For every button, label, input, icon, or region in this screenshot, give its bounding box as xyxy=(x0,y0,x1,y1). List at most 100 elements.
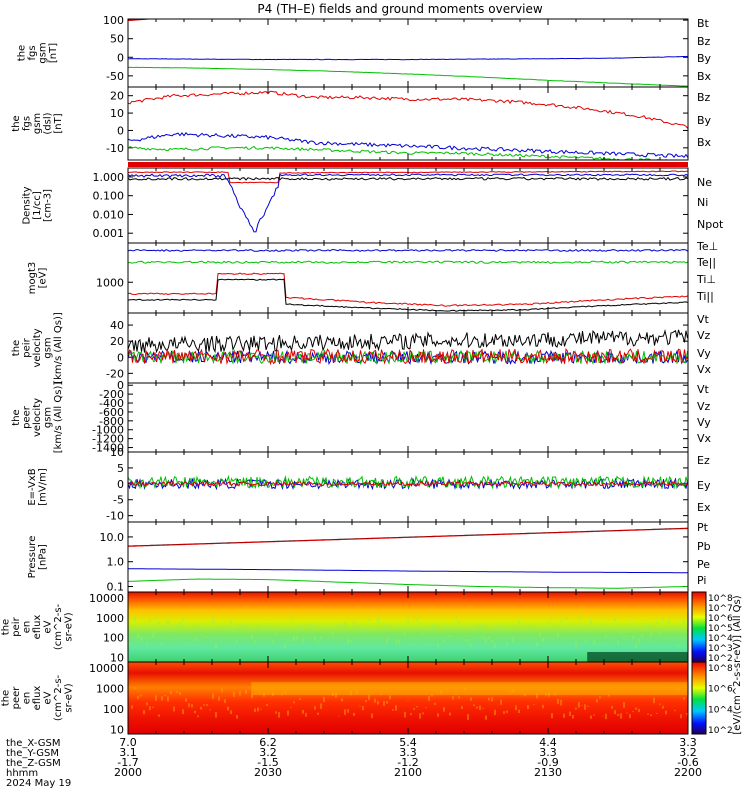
heatmap-2-texture xyxy=(482,707,484,709)
legend-vz-6: Vz xyxy=(697,400,711,413)
heatmap-2-texture xyxy=(569,711,571,716)
heatmap-1-texture xyxy=(293,635,295,641)
panel-7-ytick-label: 0 xyxy=(117,478,124,491)
heatmap-1-texture xyxy=(257,624,259,629)
heatmap-2-texture xyxy=(638,708,640,713)
heatmap-2-texture xyxy=(200,706,202,710)
panel-9-ylabel: (cm^2-s- xyxy=(53,603,64,650)
heatmap-1-texture xyxy=(542,637,544,642)
heatmap-1-texture xyxy=(503,622,505,625)
xaxis-row-thexgsm: the_X-GSM xyxy=(6,738,60,749)
heatmap-1-texture xyxy=(392,629,394,631)
heatmap-1-texture xyxy=(158,621,160,625)
heatmap-2-texture xyxy=(470,697,472,701)
series-pi xyxy=(128,568,688,574)
panel-3-ytick-label: 0.010 xyxy=(93,208,125,221)
heatmap-1-texture xyxy=(635,643,637,649)
heatmap-1-texture xyxy=(200,633,202,635)
xaxis-tick-label: 3.1 xyxy=(119,746,137,759)
heatmap-1-texture xyxy=(674,633,676,635)
heatmap-2-texture xyxy=(437,713,439,717)
heatmap-2-texture xyxy=(473,704,475,707)
heatmap-2-texture xyxy=(176,690,178,693)
heatmap-1-texture xyxy=(668,619,670,624)
heatmap-1-texture xyxy=(350,640,352,642)
heatmap-2-texture xyxy=(233,691,235,697)
heatmap-1-texture xyxy=(491,639,493,643)
panel-8-ytick-label: 10.0 xyxy=(100,531,125,544)
panel-1-ylabel: the xyxy=(16,45,27,61)
heatmap-1-texture xyxy=(299,626,301,632)
heatmap-1-texture xyxy=(644,620,646,622)
heatmap-2-texture xyxy=(245,689,247,694)
panel-3-ylabel: [1/cc] xyxy=(32,191,43,220)
panel-10-ytick-label: 10 xyxy=(110,723,124,736)
heatmap-2-texture xyxy=(500,699,502,705)
legend-te-4: Te⊥ xyxy=(696,240,718,253)
heatmap-1-texture xyxy=(665,626,667,631)
xaxis-tick-label: 3.2 xyxy=(259,746,277,759)
panel-7-ytick-label: 10 xyxy=(110,446,124,459)
heatmap-1-texture xyxy=(362,632,364,634)
colorbar-2-tick: 10^2 xyxy=(708,726,733,736)
heatmap-1-texture xyxy=(296,636,298,641)
panel-8-ylabel: Pressure xyxy=(27,536,38,579)
heatmap-2-texture xyxy=(650,714,652,717)
panel-5-ylabel: the xyxy=(11,340,22,356)
heatmap-2-texture xyxy=(404,711,406,718)
panel-2-ylabel: (dsl) xyxy=(43,112,54,134)
heatmap-1-texture xyxy=(470,643,472,647)
panel-6-ytick-label: -600 xyxy=(99,406,124,419)
heatmap-1-texture xyxy=(500,624,502,628)
heatmap-1-texture xyxy=(401,628,403,631)
panel-1-ylabel: [nT] xyxy=(48,43,59,63)
heatmap-1-texture xyxy=(182,617,184,622)
legend-te-4: Te|| xyxy=(696,256,716,269)
xaxis-tick-label: 5.4 xyxy=(399,736,417,749)
heatmap-1-texture xyxy=(650,632,652,637)
heatmap-2-texture xyxy=(344,709,346,715)
heatmap-1-texture xyxy=(446,642,448,644)
panel-1-ylabel: fgs xyxy=(27,45,38,60)
xaxis-tick-label: -0.6 xyxy=(677,756,698,769)
panel-5-ylabel: peir xyxy=(22,337,33,357)
heatmap-2-texture xyxy=(182,709,184,715)
xaxis-tick-label: -1.2 xyxy=(397,756,418,769)
heatmap-1-texture xyxy=(221,625,223,627)
xaxis-tick-label: 2100 xyxy=(394,766,422,779)
panel-8-ytick-label: 0.1 xyxy=(107,581,125,594)
heatmap-1-texture xyxy=(464,638,466,642)
xaxis-row-thezgsm: the_Z-GSM xyxy=(6,758,61,769)
panel-1-ylabel: gsm xyxy=(37,42,48,63)
heatmap-1-texture xyxy=(197,625,199,630)
heatmap-1-texture xyxy=(632,635,634,639)
heatmap-1-texture xyxy=(422,632,424,635)
xaxis-row-theygsm: the_Y-GSM xyxy=(6,748,59,759)
heatmap-1-texture xyxy=(164,628,166,632)
colorbar-1-tick: 10^3 xyxy=(708,644,733,654)
panel-5-ytick-label: 40 xyxy=(110,319,124,332)
heatmap-2-texture xyxy=(359,705,361,707)
heatmap-1-texture xyxy=(263,628,265,633)
heatmap-2-texture xyxy=(305,712,307,717)
panel-6-ytick-label: -400 xyxy=(99,397,124,410)
xaxis-tick-label: 2200 xyxy=(674,766,702,779)
heatmap-1-texture xyxy=(290,616,292,620)
panel-8-ytick-label: 1.0 xyxy=(107,556,125,569)
series-vz-5 xyxy=(128,348,688,366)
heatmap-2-texture xyxy=(488,697,490,701)
heatmap-2-texture xyxy=(278,712,280,718)
legend-ni-3: Ni xyxy=(697,196,708,209)
series-npot xyxy=(128,173,688,233)
xaxis-tick-label: -0.9 xyxy=(537,756,558,769)
heatmap-1-texture xyxy=(623,634,625,637)
panel-6-ytick-label: -200 xyxy=(99,388,124,401)
heatmap-2-texture xyxy=(617,714,619,716)
panel-2-ytick-label: 10 xyxy=(110,107,124,120)
heatmap-2 xyxy=(128,662,688,734)
legend-vx-5: Vx xyxy=(697,363,712,376)
heatmap-2-texture xyxy=(203,704,205,706)
heatmap-1-texture xyxy=(305,628,307,630)
heatmap-1-texture xyxy=(398,639,400,645)
heatmap-1-texture xyxy=(638,638,640,643)
